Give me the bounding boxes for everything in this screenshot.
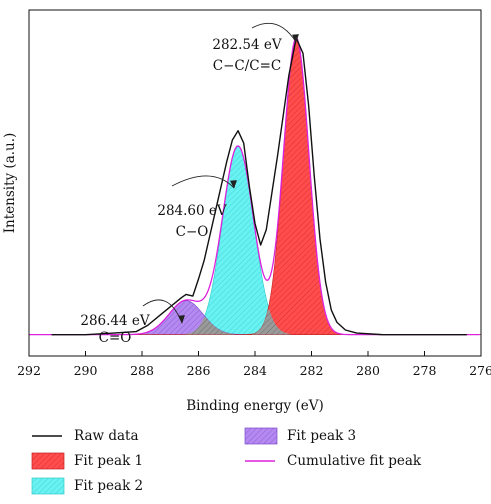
series-raw-data (51, 37, 467, 336)
axes: 292 290 288 286 284 282 280 278 276 Binding energ… (2, 9, 491, 414)
x-tick-label-288: 288 (130, 363, 154, 378)
annotation-energy-1: 282.54 eV (212, 37, 282, 53)
x-tick-label-278: 278 (413, 363, 437, 378)
legend-label-fit-peak-2: Fit peak 2 (74, 478, 143, 494)
legend: Raw data Fit peak 1 Fit peak 2 Fit peak 3 Cu… (31, 427, 422, 495)
fit-peak-area-2 (29, 145, 481, 335)
legend-swatch-fit-peak-2 (31, 477, 65, 495)
legend-label-fit-peak-1: Fit peak 1 (74, 453, 143, 469)
x-tick-label-292: 292 (17, 363, 41, 378)
peak-overlap-2 (185, 317, 234, 335)
annotation-bond-1: C−C/C=C (213, 58, 282, 74)
annotation-arrow-1 (251, 22, 297, 43)
annotation-arrowhead-3 (178, 315, 185, 324)
x-tick-label-284: 284 (243, 363, 267, 378)
peak-overlap-1 (252, 309, 291, 335)
x-tick-label-282: 282 (300, 363, 324, 378)
x-tick-label-286: 286 (187, 363, 211, 378)
annotation-arrowhead-2 (230, 180, 237, 189)
legend-swatch-fit-peak-3 (244, 427, 278, 445)
annotation-layer: 282.54 eV C−C/C=C 284.60 eV C−O 286.44 eVC=O (80, 22, 299, 346)
annotation-energy-3: 286.44 eV (80, 313, 150, 329)
plot-area (29, 36, 481, 336)
y-axis-title: Intensity (a.u.) (2, 133, 18, 234)
x-tick-label-280: 280 (356, 363, 380, 378)
annotation-arrowhead-1 (292, 34, 299, 43)
x-tick-label-290: 290 (74, 363, 98, 378)
x-tick-label-276: 276 (469, 363, 491, 378)
annotation-bond-3: C=O (99, 330, 132, 346)
annotation-bond-2: C−O (176, 224, 209, 240)
legend-label-raw-data: Raw data (74, 428, 139, 444)
annotation-energy-2: 284.60 eV (157, 203, 227, 219)
x-axis-title: Binding energy (eV) (186, 398, 323, 414)
annotation-arrow-2 (171, 175, 235, 189)
legend-swatch-fit-peak-1 (31, 452, 65, 470)
legend-label-fit-peak-3: Fit peak 3 (287, 428, 356, 444)
legend-label-cumulative-fit-peak: Cumulative fit peak (287, 453, 422, 469)
